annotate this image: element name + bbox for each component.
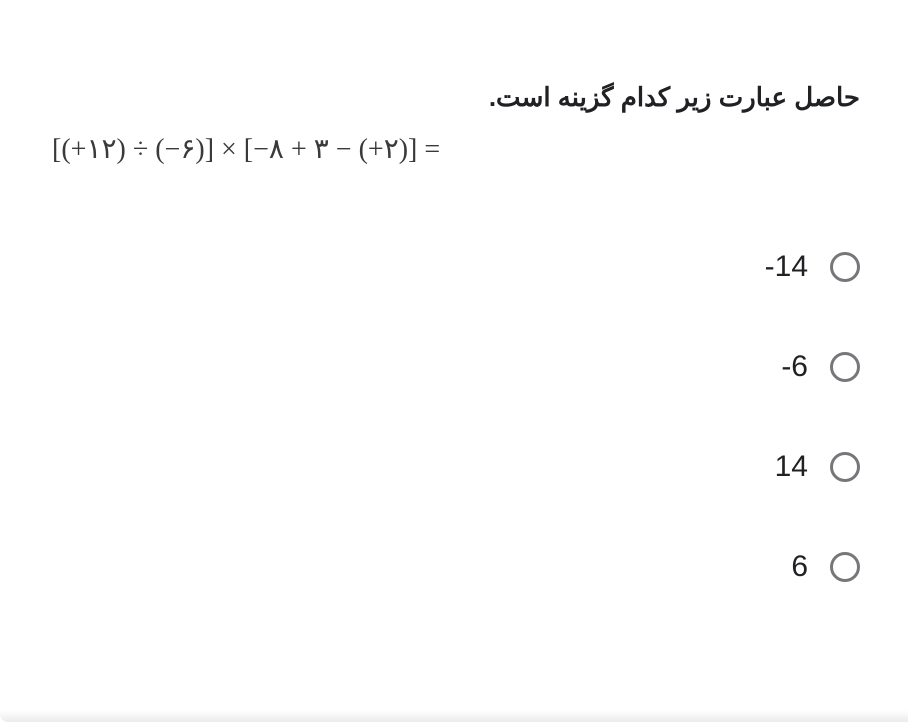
option-3[interactable]: 14 [560, 450, 860, 484]
option-2[interactable]: -6 [560, 350, 860, 384]
option-label: 14 [748, 450, 808, 484]
radio-icon[interactable] [830, 352, 860, 382]
math-expression: [(+۱۲) ÷ (−۶)] × [−۸ + ۳ − (+۲)] = [52, 132, 440, 166]
option-label: 6 [748, 550, 808, 584]
radio-icon[interactable] [830, 252, 860, 282]
question-prompt: حاصل عبارت زیر کدام گزینه است. [489, 82, 860, 113]
options-group: -14 -6 14 6 [560, 250, 860, 650]
radio-icon[interactable] [830, 452, 860, 482]
option-4[interactable]: 6 [560, 550, 860, 584]
option-label: -14 [748, 250, 808, 284]
card-bottom-shadow [0, 710, 908, 722]
option-label: -6 [748, 350, 808, 384]
quiz-card: حاصل عبارت زیر کدام گزینه است. [(+۱۲) ÷ … [0, 0, 908, 722]
option-1[interactable]: -14 [560, 250, 860, 284]
radio-icon[interactable] [830, 552, 860, 582]
